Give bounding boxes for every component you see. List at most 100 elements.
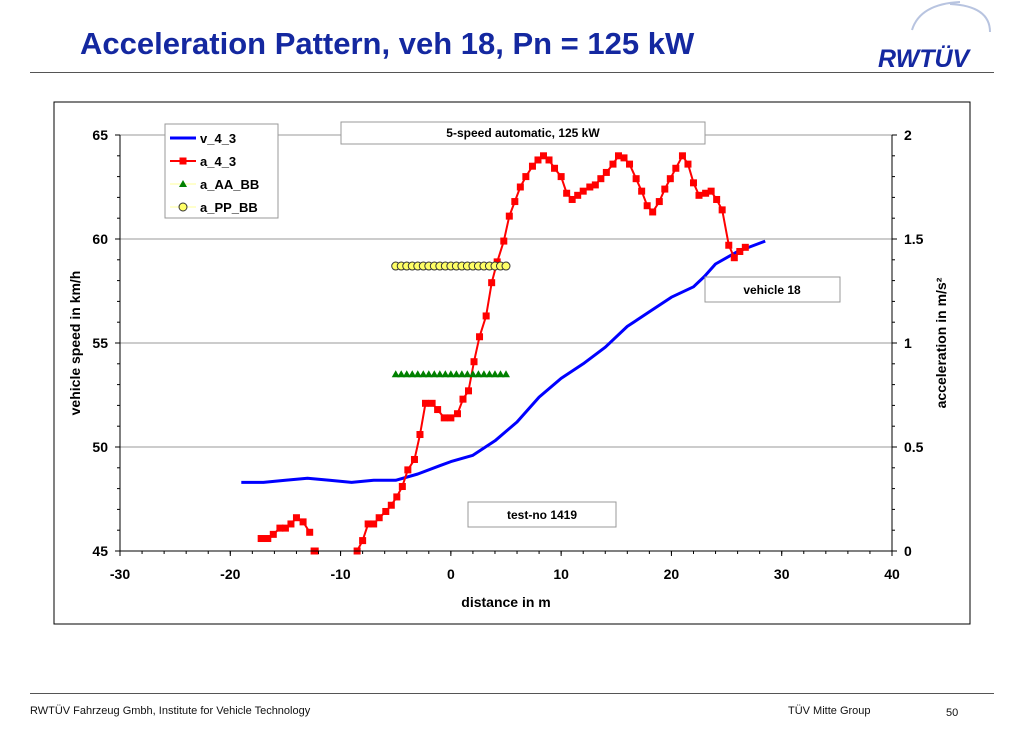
slide-title: Acceleration Pattern, veh 18, Pn = 125 k… xyxy=(80,26,695,61)
y-left-tick-label: 45 xyxy=(92,543,108,559)
x-tick-label: 10 xyxy=(553,566,569,582)
axes: -30 -20 -10 0 10 20 30 40 45 50 55 60 65 0 0.5 1 1.5 2 xyxy=(92,127,923,582)
series-a-4-3-point xyxy=(597,175,605,183)
series-a-4-3-point xyxy=(730,254,738,262)
legend-label-pp: a_PP_BB xyxy=(200,200,258,215)
series-a-aa-bb-point xyxy=(496,370,505,378)
x-tick-label: 30 xyxy=(774,566,790,582)
series-a-4-3-point xyxy=(702,189,710,197)
series-a-4-3-point xyxy=(614,152,622,160)
series-a-4-3-point xyxy=(428,399,436,407)
y-left-tick-label: 50 xyxy=(92,439,108,455)
footer-institute: RWTÜV Fahrzeug Gmbh, Institute for Vehic… xyxy=(30,705,311,717)
x-tick-label: 20 xyxy=(664,566,680,582)
series-a-4-3-point xyxy=(568,195,576,203)
series-a-4-3-point xyxy=(655,198,663,206)
series-a-4-3-point xyxy=(459,395,467,403)
acceleration-chart: -30 -20 -10 0 10 20 30 40 45 50 55 60 65 0 0.5 1 1.5 2 5-… xyxy=(53,101,971,625)
series-a-4-3-point xyxy=(725,241,733,249)
series-a-aa-bb-point xyxy=(413,370,422,378)
x-tick-label: 40 xyxy=(884,566,900,582)
series-a-4-3-point xyxy=(643,202,651,210)
series-a-4-3-point xyxy=(370,520,378,528)
series-a-aa-bb-point xyxy=(435,370,444,378)
series-a-4-3-point xyxy=(684,160,692,168)
series-a-aa-bb-point xyxy=(397,370,406,378)
y-left-tick-label: 65 xyxy=(92,127,108,143)
series-a-4-3-point xyxy=(591,181,599,189)
rwtuv-logo: RWTÜV xyxy=(878,1,991,73)
series-a-4-3-point xyxy=(470,358,478,366)
series-a-4-3-point xyxy=(545,156,553,164)
series-a-4-3-point xyxy=(281,524,289,532)
series-a-aa-bb-point xyxy=(430,370,439,378)
series-a-4-3-point xyxy=(465,387,473,395)
series-a-4-3-point xyxy=(713,195,721,203)
legend-item-v: v_4_3 xyxy=(170,131,236,146)
legend-item-aa: a_AA_BB xyxy=(170,177,259,192)
series-a-4-3-point xyxy=(620,154,628,162)
series-a-4-3-point xyxy=(563,189,571,197)
series-a-4-3-point xyxy=(410,455,418,463)
series-a-4-3-point xyxy=(516,183,524,191)
series-a-4-3-point xyxy=(707,187,715,195)
x-tick-label: -20 xyxy=(220,566,240,582)
series-a-4-3-point xyxy=(287,520,295,528)
legend-item-pp: a_PP_BB xyxy=(170,200,258,215)
series-a-aa-bb-point xyxy=(485,370,494,378)
series-a-4-3-point xyxy=(649,208,657,216)
series-a-4-3-point xyxy=(511,198,519,206)
series-a-aa-bb-point xyxy=(424,370,433,378)
series-a-4-3-point xyxy=(609,160,617,168)
title-divider xyxy=(30,72,994,73)
series-a-4-3-point xyxy=(264,535,272,543)
series-a-4-3-point xyxy=(557,173,565,181)
series-a-aa-bb-point xyxy=(452,370,461,378)
y-right-tick-label: 2 xyxy=(904,127,912,143)
series-a-4-3-point xyxy=(574,191,582,199)
series-a-4-3-point xyxy=(586,183,594,191)
series-a-4-3-point xyxy=(398,483,406,491)
series-a-aa-bb-point xyxy=(490,370,499,378)
legend-label-v: v_4_3 xyxy=(200,131,236,146)
series-a-4-3-point xyxy=(689,179,697,187)
series-a-4-3-point xyxy=(534,156,542,164)
series-a-aa-bb-point xyxy=(463,370,472,378)
series-a-aa-bb-point xyxy=(457,370,466,378)
series-a-4-3-point xyxy=(453,410,461,418)
series-a-aa-bb-point xyxy=(419,370,428,378)
series-a-4-3-point xyxy=(528,162,536,170)
header-annotation: 5-speed automatic, 125 kW xyxy=(340,121,706,145)
series-layer xyxy=(241,152,766,555)
series-a-4-3-point xyxy=(299,518,307,526)
y-left-axis-label: vehicle speed in km/h xyxy=(67,271,83,416)
series-a-4-3-point xyxy=(257,535,265,543)
series-a-aa-bb-point xyxy=(408,370,417,378)
x-tick-label: 0 xyxy=(447,566,455,582)
series-a-4-3-point xyxy=(539,152,547,160)
series-a-4-3-point xyxy=(638,187,646,195)
legend-item-a: a_4_3 xyxy=(170,154,236,169)
y-right-tick-label: 1 xyxy=(904,335,912,351)
series-a-4-3-point xyxy=(500,237,508,245)
series-a-4-3-point xyxy=(551,164,559,172)
series-a-4-3-point xyxy=(736,247,744,255)
series-a-4-3-point xyxy=(359,537,367,545)
series-a-aa-bb-point xyxy=(479,370,488,378)
series-a-4-3-point xyxy=(522,173,530,181)
series-a-4-3-point xyxy=(695,191,703,199)
series-a-4-3-point xyxy=(364,520,372,528)
series-a-4-3-point xyxy=(382,507,390,515)
x-tick-label: -30 xyxy=(110,566,130,582)
series-a-4-3-point xyxy=(505,212,513,220)
series-a-4-3-point xyxy=(579,187,587,195)
series-a-4-3-point xyxy=(718,206,726,214)
series-a-aa-bb-point xyxy=(502,370,510,378)
series-a-4-3-point xyxy=(269,530,277,538)
footer-divider xyxy=(30,693,994,694)
series-a-aa-bb-point xyxy=(468,370,477,378)
y-right-tick-label: 0 xyxy=(904,543,912,559)
series-a-4-3-point xyxy=(741,243,749,251)
series-a-4-3-point xyxy=(672,164,680,172)
series-a-4-3-point xyxy=(393,493,401,501)
